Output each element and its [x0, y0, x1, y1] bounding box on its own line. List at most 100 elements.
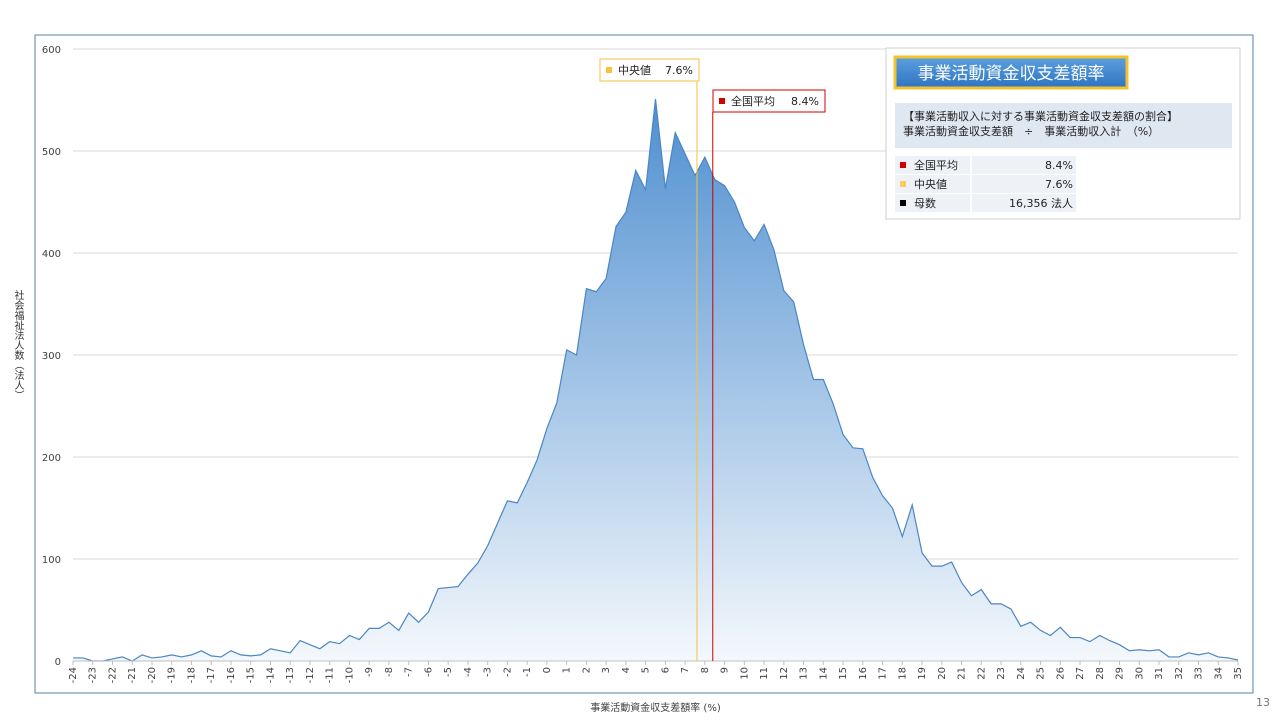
x-tick-label: 16: [858, 667, 869, 680]
x-tick-label: 11: [759, 667, 770, 680]
row-bg: [895, 175, 970, 193]
reference-value: 7.6%: [665, 64, 693, 77]
x-tick-label: -17: [206, 667, 217, 683]
x-tick-label: 29: [1115, 667, 1126, 680]
x-tick-label: 26: [1055, 667, 1066, 680]
x-tick-label: -23: [88, 667, 99, 683]
x-tick-label: -4: [463, 667, 474, 677]
row-bg: [972, 156, 1076, 174]
x-tick-label: 3: [601, 667, 612, 673]
x-tick-label: -22: [107, 667, 118, 683]
x-tick-label: 20: [937, 667, 948, 680]
x-tick-label: 24: [1016, 667, 1027, 680]
row-label: 全国平均: [914, 158, 958, 172]
x-tick-label: 0: [542, 667, 553, 673]
x-tick-label: 33: [1194, 667, 1205, 680]
row-value: 8.4%: [1045, 159, 1073, 172]
x-tick-label: 13: [799, 667, 810, 680]
x-tick-label: -10: [344, 667, 355, 683]
chart-frame: [34, 34, 1254, 694]
x-tick-label: 22: [976, 667, 987, 680]
y-tick-label: 400: [42, 249, 61, 260]
x-tick-label: 31: [1154, 667, 1165, 680]
x-tick-label: 8: [700, 667, 711, 673]
x-tick-label: -18: [186, 667, 197, 683]
x-tick-label: 25: [1036, 667, 1047, 680]
x-tick-label: 27: [1075, 667, 1086, 680]
y-tick-label: 600: [42, 45, 61, 56]
formula-line: 事業活動資金収支差額 ÷ 事業活動収入計 （%）: [903, 124, 1159, 138]
y-axis-title: 社会福祉法人数（法人）: [12, 290, 23, 400]
x-tick-label: 2: [581, 667, 592, 673]
reference-label-box: [599, 58, 700, 82]
y-tick-label: 500: [42, 147, 61, 158]
area-line: [73, 98, 1239, 662]
x-tick-label: -9: [364, 667, 375, 677]
x-tick-label: 18: [897, 667, 908, 680]
row-value: 7.6%: [1045, 178, 1073, 191]
x-tick-label: 30: [1134, 667, 1145, 680]
x-tick-label: 10: [739, 667, 750, 680]
x-tick-label: 5: [641, 667, 652, 673]
y-tick-label: 200: [42, 453, 61, 464]
row-bg: [895, 194, 970, 212]
reference-value: 8.4%: [791, 95, 819, 108]
row-label: 中央値: [914, 178, 947, 191]
info-title: 事業活動資金収支差額率: [918, 64, 1105, 84]
row-bg: [972, 175, 1076, 193]
x-tick-label: -14: [265, 667, 276, 683]
formula-box: [895, 103, 1232, 148]
reference-label: 中央値: [618, 64, 651, 77]
x-tick-label: 6: [660, 667, 671, 673]
x-tick-label: 32: [1174, 667, 1185, 680]
x-tick-label: 28: [1095, 667, 1106, 680]
row-label: 母数: [914, 197, 936, 210]
x-tick-label: -6: [423, 667, 434, 677]
x-tick-label: -1: [522, 667, 533, 677]
area: [73, 98, 1238, 662]
x-tick-label: -21: [127, 667, 138, 683]
x-tick-label: 35: [1233, 667, 1244, 680]
x-tick-label: 7: [680, 667, 691, 673]
x-tick-label: -3: [483, 667, 494, 677]
x-tick-label: -7: [404, 667, 415, 677]
x-tick-label: 17: [878, 667, 889, 680]
x-tick-label: 1: [562, 667, 573, 673]
reference-label: 全国平均: [731, 94, 775, 108]
x-tick-label: -12: [305, 667, 316, 683]
x-tick-label: -2: [502, 667, 513, 677]
y-tick-label: 100: [42, 555, 61, 566]
row-marker: [900, 200, 906, 206]
x-tick-label: -20: [147, 667, 158, 683]
x-tick-label: 14: [818, 667, 829, 680]
x-tick-label: 9: [720, 667, 731, 673]
x-tick-label: -16: [226, 667, 237, 683]
x-axis-title: 事業活動資金収支差額率 (%): [590, 701, 721, 714]
y-tick-label: 300: [42, 351, 61, 362]
x-tick-label: 12: [779, 667, 790, 680]
row-marker: [900, 181, 906, 187]
x-tick-label: -15: [246, 667, 257, 683]
x-tick-label: -5: [443, 667, 454, 677]
formula-line: 【事業活動収入に対する事業活動資金収支差額の割合】: [903, 109, 1178, 123]
x-tick-label: 23: [996, 667, 1007, 680]
y-tick-label: 0: [55, 657, 61, 668]
row-marker: [900, 162, 906, 168]
x-tick-label: 19: [917, 667, 928, 680]
reference-label-box: [712, 89, 826, 113]
x-tick-label: 15: [838, 667, 849, 680]
x-tick-label: 4: [621, 667, 632, 673]
row-bg: [895, 156, 970, 174]
x-tick-label: -11: [325, 667, 336, 683]
reference-marker: [606, 67, 612, 73]
x-tick-label: -19: [167, 667, 178, 683]
row-value: 16,356 法人: [1009, 196, 1073, 210]
page-number: 13: [1256, 696, 1270, 709]
x-tick-label: 34: [1213, 667, 1224, 680]
x-tick-label: 21: [957, 667, 968, 680]
x-tick-label: -24: [68, 667, 79, 683]
info-title-box: [893, 55, 1129, 90]
row-bg: [972, 194, 1076, 212]
